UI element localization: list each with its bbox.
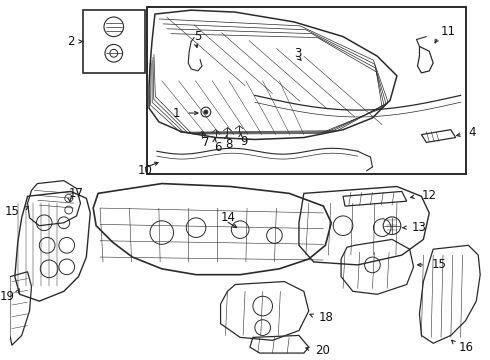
Text: 10: 10 bbox=[137, 164, 152, 177]
Circle shape bbox=[204, 110, 208, 114]
Text: 1: 1 bbox=[173, 107, 180, 120]
Bar bbox=[83, 10, 145, 73]
Text: 19: 19 bbox=[0, 290, 15, 303]
Text: 17: 17 bbox=[69, 187, 84, 200]
Text: 15: 15 bbox=[5, 204, 20, 217]
Text: 15: 15 bbox=[431, 258, 446, 271]
Text: 20: 20 bbox=[316, 344, 330, 357]
Bar bbox=[147, 7, 465, 174]
Text: 5: 5 bbox=[194, 30, 201, 43]
Text: 18: 18 bbox=[318, 311, 333, 324]
Text: 14: 14 bbox=[220, 211, 236, 224]
Text: 6: 6 bbox=[214, 141, 221, 154]
Text: 3: 3 bbox=[294, 47, 301, 60]
Text: 2: 2 bbox=[67, 35, 74, 48]
Text: 8: 8 bbox=[225, 138, 233, 151]
Text: 16: 16 bbox=[459, 341, 474, 354]
Text: 11: 11 bbox=[441, 25, 456, 38]
Text: 13: 13 bbox=[412, 221, 426, 234]
Text: 7: 7 bbox=[202, 136, 209, 149]
Text: 12: 12 bbox=[421, 189, 437, 202]
Text: 9: 9 bbox=[240, 135, 247, 148]
Text: 4: 4 bbox=[468, 126, 476, 139]
